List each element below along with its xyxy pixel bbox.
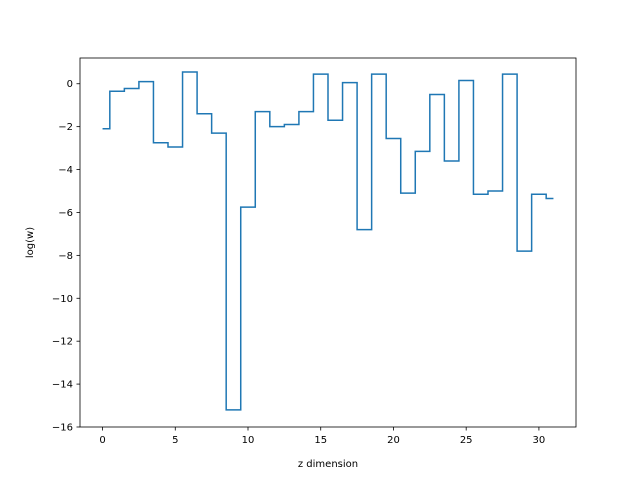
x-axis-label: z dimension	[298, 459, 358, 470]
y-axis-label: log(w)	[25, 227, 36, 258]
x-tick-label: 30	[533, 435, 546, 446]
y-tick-label: 0	[67, 79, 73, 90]
y-tick-label: −12	[52, 337, 73, 348]
x-tick-label: 10	[242, 435, 255, 446]
axes-frame	[79, 57, 577, 428]
y-tick-label: −16	[52, 423, 73, 434]
plot-area	[79, 57, 577, 428]
x-tick-label: 25	[460, 435, 473, 446]
x-axis-ticks: 0 5 10 15 20 25 30	[99, 427, 545, 446]
y-tick-label: −4	[58, 165, 73, 176]
x-tick-label: 15	[314, 435, 327, 446]
x-tick-label: 5	[172, 435, 178, 446]
x-tick-label: 20	[387, 435, 400, 446]
x-tick-label: 0	[99, 435, 105, 446]
y-tick-label: −8	[58, 251, 73, 262]
y-tick-label: −10	[52, 294, 73, 305]
y-tick-label: −6	[58, 208, 73, 219]
series-line-0	[102, 71, 554, 411]
y-tick-label: −2	[58, 122, 73, 133]
y-axis-ticks: −16 −14 −12 −10 −8 −6 −4 −2 0	[52, 79, 80, 434]
y-tick-label: −14	[52, 380, 73, 391]
